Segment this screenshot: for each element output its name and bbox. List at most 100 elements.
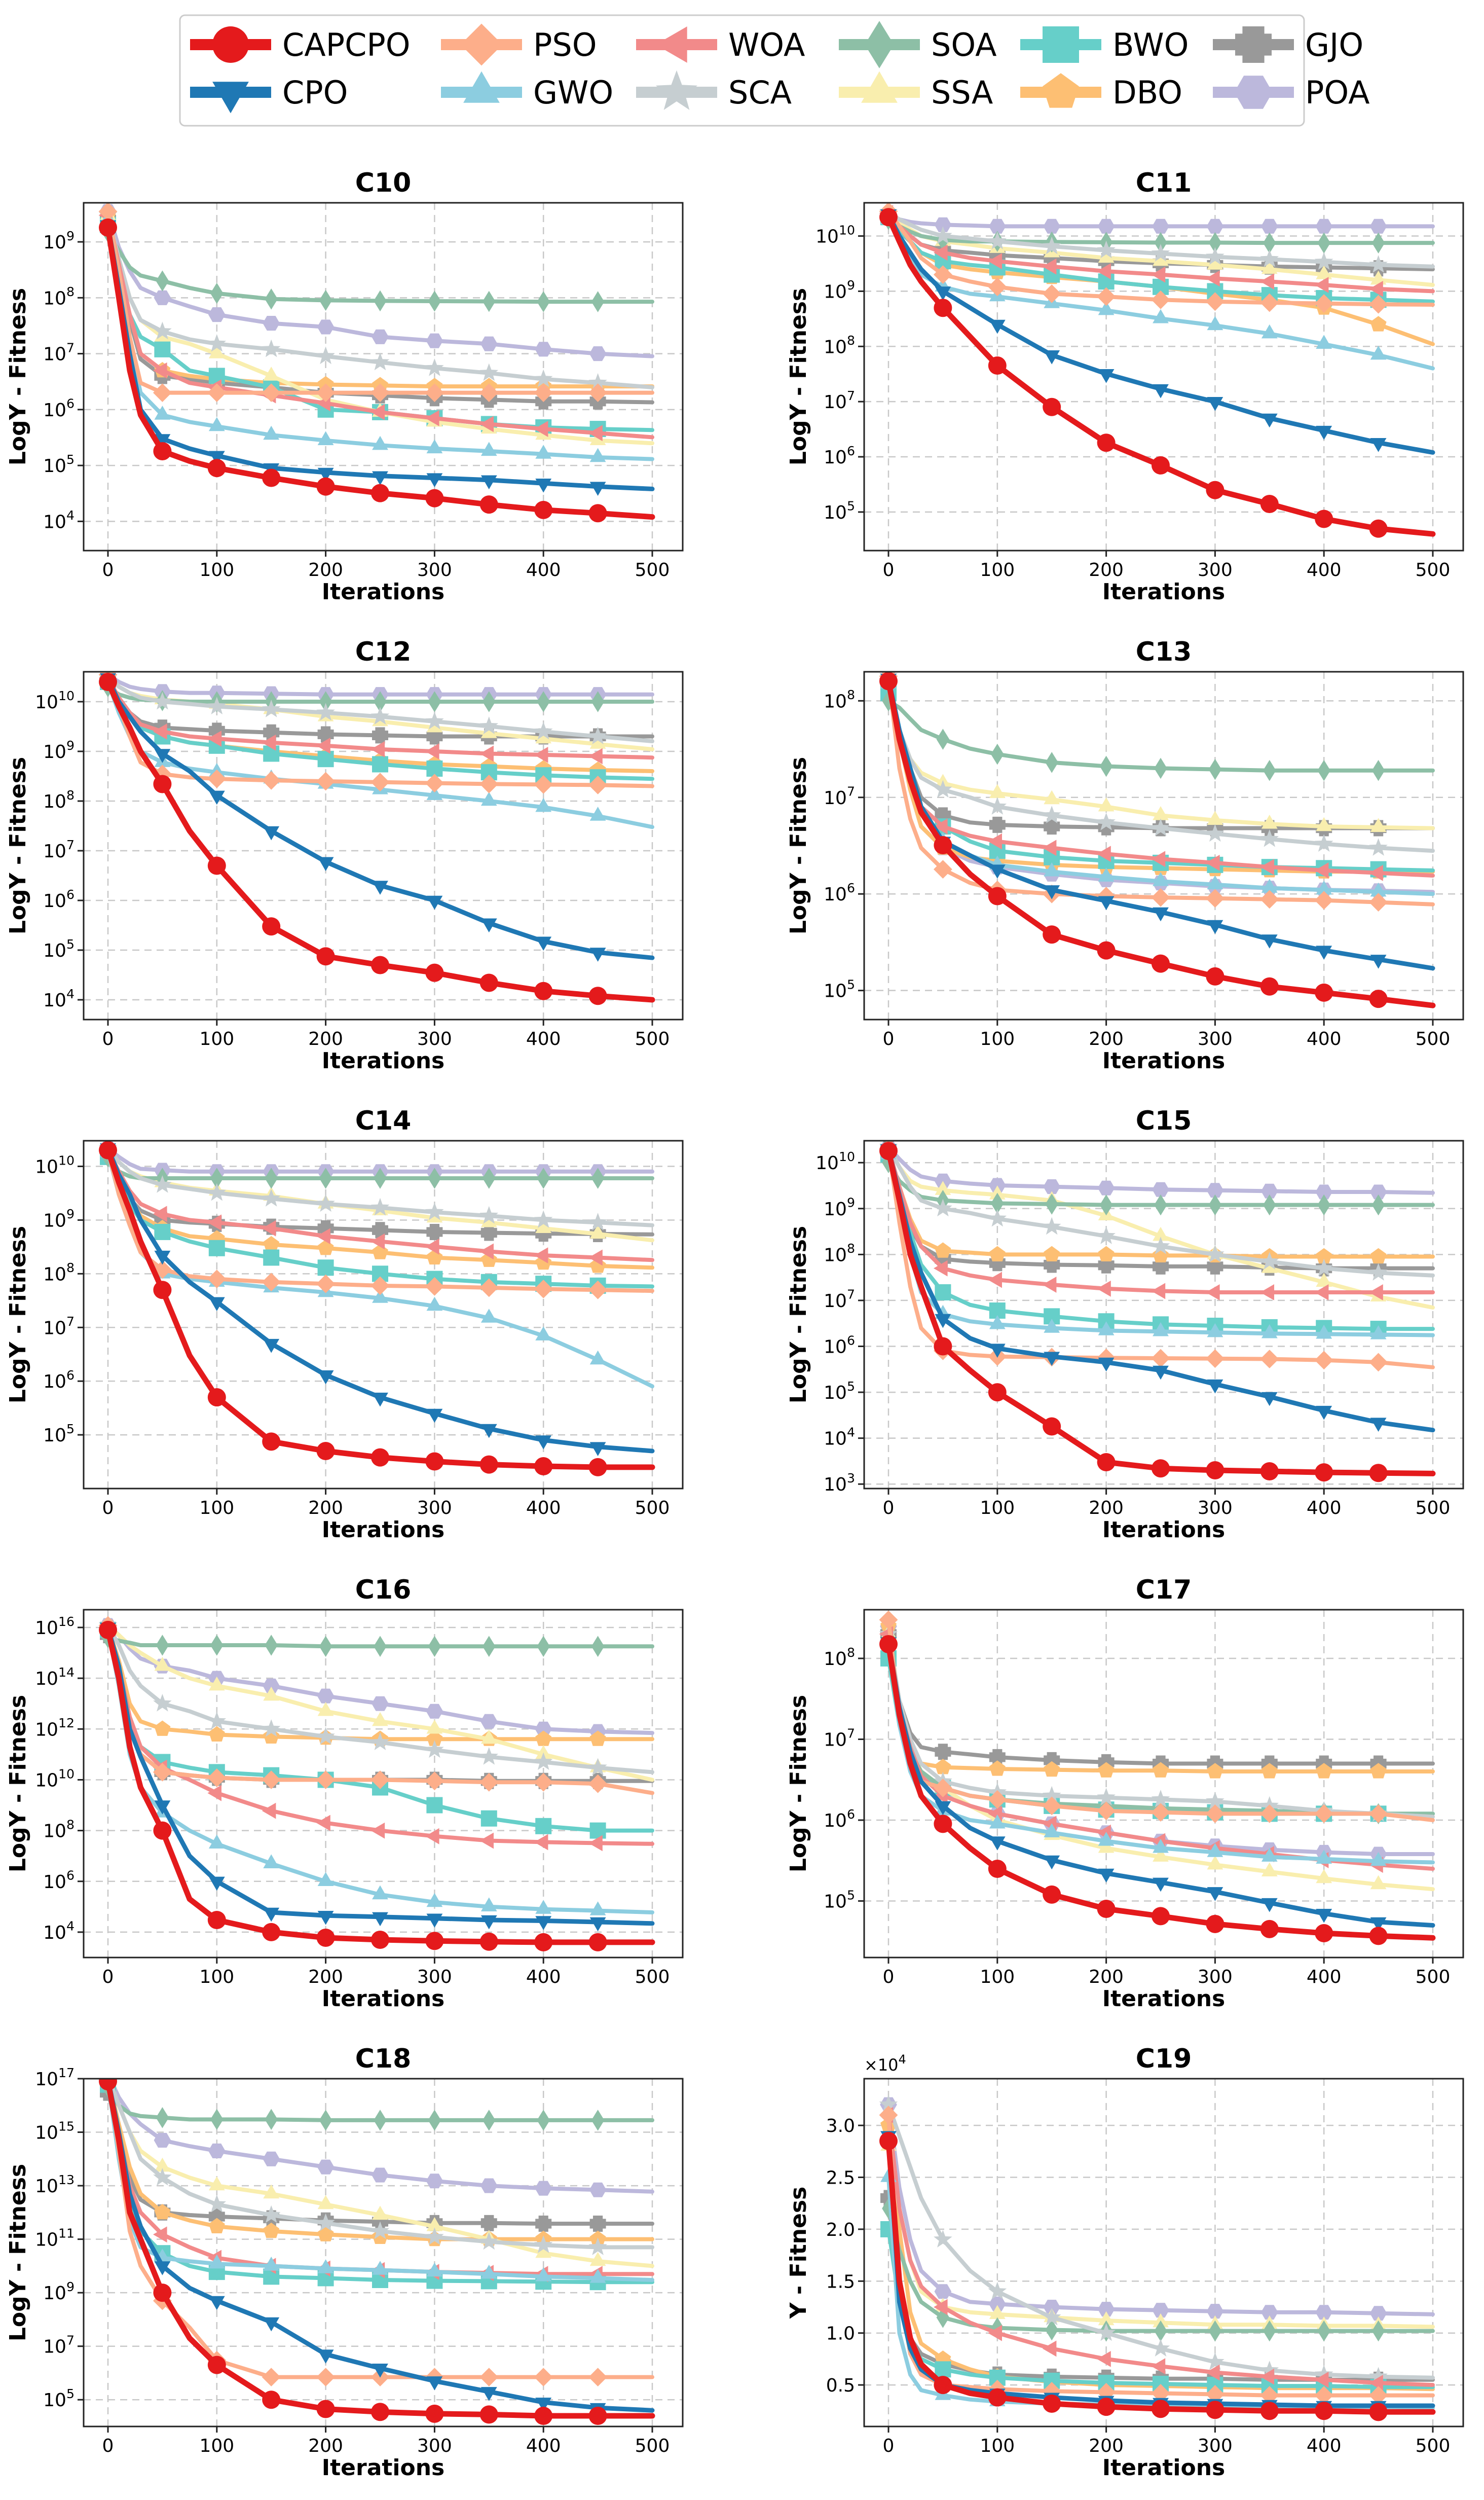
data-point-poa	[1369, 2306, 1387, 2321]
x-tick-label: 400	[526, 1498, 561, 1518]
data-point-gwo	[1316, 1324, 1332, 1339]
data-point-cpo	[480, 1424, 497, 1438]
data-point-capcpo	[588, 987, 607, 1005]
data-point-soa	[1208, 232, 1222, 253]
legend-entry-pso: PSO	[441, 23, 597, 66]
data-point-pso	[934, 860, 952, 879]
data-point-gwo	[1261, 324, 1278, 339]
data-point-cpo	[989, 864, 1006, 879]
data-point-capcpo	[479, 973, 498, 992]
data-point-capcpo	[262, 468, 281, 487]
data-point-ssa	[263, 1686, 280, 1701]
x-tick-label: 100	[199, 1029, 234, 1049]
x-tick-label: 0	[883, 1967, 895, 1987]
data-point-soa	[936, 729, 950, 750]
data-point-ssa	[1153, 1847, 1169, 1862]
data-point-woa	[588, 1835, 603, 1852]
x-tick-label: 100	[199, 1498, 234, 1518]
data-point-soa	[1263, 232, 1276, 253]
x-tick-label: 500	[1416, 1967, 1451, 1987]
plot-frame-c18	[83, 2078, 684, 2427]
data-point-woa	[425, 1828, 439, 1844]
data-point-woa	[425, 410, 439, 426]
data-point-soa	[1263, 759, 1276, 781]
legend-label-sca: SCA	[728, 74, 792, 111]
data-point-capcpo	[1260, 977, 1279, 996]
x-tick-label: 200	[1089, 1967, 1124, 1987]
y-axis-label: Y - Fitness	[786, 2187, 811, 2319]
data-point-sca	[370, 1732, 390, 1750]
data-point-poa	[263, 1678, 280, 1693]
x-tick-label: 100	[980, 1498, 1015, 1518]
data-point-capcpo	[425, 1452, 444, 1471]
data-point-dbo	[1261, 1763, 1278, 1779]
data-point-cpo	[1207, 1887, 1223, 1901]
x-tick-label: 400	[526, 2436, 561, 2456]
series-c12-capcpo	[99, 673, 655, 1005]
data-point-cpo	[1207, 397, 1223, 411]
data-point-sca	[262, 1719, 281, 1737]
x-tick-label: 500	[1416, 2436, 1451, 2456]
x-axis-label: Iterations	[1102, 1986, 1226, 2012]
data-point-ssa	[1316, 817, 1332, 831]
data-point-gwo	[426, 1296, 443, 1311]
data-point-woa	[1206, 270, 1220, 287]
data-point-soa	[591, 691, 605, 712]
data-point-pso	[479, 383, 499, 402]
data-point-gwo	[535, 445, 552, 459]
data-point-gwo	[1207, 1323, 1223, 1337]
data-point-poa	[480, 336, 498, 351]
data-point-sca	[370, 707, 390, 724]
data-point-poa	[1369, 219, 1387, 234]
data-point-sca	[1206, 247, 1225, 265]
data-point-capcpo	[425, 1932, 444, 1950]
data-point-ssa	[372, 2205, 388, 2220]
data-point-soa	[537, 691, 550, 712]
data-point-ssa	[535, 1745, 552, 1759]
x-tick-label: 100	[980, 2436, 1015, 2456]
series-c19	[879, 2095, 1436, 2421]
legend-entry-poa: POA	[1213, 74, 1370, 111]
data-point-soa	[591, 2110, 605, 2131]
data-point-woa	[1206, 854, 1220, 871]
data-point-soa	[1045, 1193, 1058, 1215]
data-point-soa	[156, 270, 169, 292]
data-point-dbo	[935, 1759, 951, 1774]
plot-frame-c10	[83, 202, 684, 552]
data-point-soa	[374, 1636, 387, 1657]
data-point-sca	[316, 346, 335, 365]
series-c15	[879, 1141, 1436, 1482]
data-point-poa	[989, 1178, 1006, 1193]
data-point-cpo	[1098, 896, 1115, 911]
data-point-bwo	[535, 1818, 552, 1834]
y-tick-label: 2.5	[826, 2168, 855, 2189]
data-point-woa	[588, 425, 603, 442]
data-point-cpo	[480, 918, 497, 933]
data-point-capcpo	[534, 500, 553, 519]
y-tick-label: 3.0	[826, 2116, 855, 2136]
data-point-ssa	[1207, 811, 1223, 825]
data-point-woa	[934, 244, 948, 261]
data-point-cpo	[1370, 438, 1387, 452]
data-point-woa	[1260, 2368, 1274, 2385]
legend-marker-poa	[1234, 76, 1273, 109]
data-point-cpo	[1370, 1418, 1387, 1432]
y-tick-label: 1.0	[826, 2324, 855, 2344]
data-point-soa	[537, 2110, 550, 2131]
chart-title: C12	[355, 637, 412, 667]
data-point-sca	[588, 1213, 607, 1230]
data-point-cpo	[1044, 885, 1060, 899]
data-point-ssa	[1098, 797, 1115, 812]
data-point-cpo	[372, 471, 388, 486]
legend-entry-gwo: GWO	[441, 71, 613, 111]
data-point-gwo	[1261, 879, 1278, 893]
series-c19-sca	[879, 2095, 1435, 2385]
data-point-capcpo	[371, 484, 389, 502]
data-point-sca	[153, 1175, 172, 1193]
data-point-poa	[934, 1173, 952, 1188]
data-point-sca	[534, 721, 553, 740]
data-point-pso	[316, 772, 335, 791]
data-point-ssa	[1316, 265, 1332, 279]
